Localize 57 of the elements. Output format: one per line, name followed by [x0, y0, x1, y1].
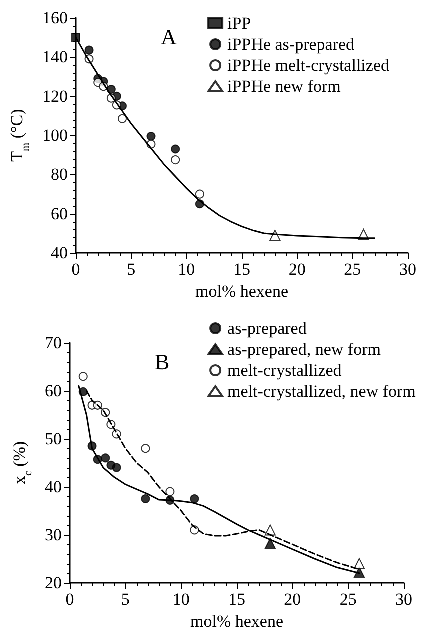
- y-tick-label: 120: [42, 86, 68, 106]
- point: [141, 494, 150, 504]
- y-tick-label: 80: [51, 165, 68, 184]
- legend-label: iPP: [228, 14, 252, 33]
- y-axis-title: xc (%): [10, 441, 34, 485]
- x-tick-label: 30: [396, 590, 412, 609]
- point: [354, 558, 365, 570]
- y-tick-label: 20: [45, 574, 62, 592]
- point: [146, 132, 156, 142]
- x-tick-label: 5: [121, 590, 130, 609]
- x-tick-label: 10: [178, 260, 196, 280]
- legend-label: as-prepared: [228, 319, 308, 338]
- point: [72, 33, 80, 42]
- y-tick-label: 30: [45, 526, 62, 544]
- legend-label: iPPHe as-prepared: [228, 35, 356, 54]
- x-tick-label: 0: [66, 590, 74, 609]
- y-tick-label: 40: [45, 478, 62, 496]
- y-tick-label: 70: [45, 334, 62, 352]
- y-tick-label: 160: [42, 8, 68, 28]
- x-tick-label: 25: [344, 260, 362, 280]
- x-tick-label: 25: [340, 590, 357, 609]
- point: [118, 114, 127, 124]
- y-tick-label: 60: [45, 382, 62, 400]
- legend-label: as-prepared, new form: [228, 340, 381, 359]
- annotation: A: [161, 24, 177, 50]
- x-tick-label: 15: [234, 260, 250, 280]
- point: [101, 454, 110, 463]
- x-tick-label: 20: [284, 590, 302, 609]
- y-tick-label: 140: [42, 48, 68, 67]
- legend-label: iPPHe new form: [228, 77, 341, 96]
- legend-label: iPPHe melt-crystallized: [228, 56, 390, 75]
- point: [171, 156, 180, 165]
- y-axis-title: Tm (°C): [8, 109, 32, 162]
- point: [171, 144, 180, 154]
- point: [190, 494, 200, 504]
- legend-label: melt-crystallized, new form: [228, 382, 416, 401]
- x-tick-label: 20: [288, 260, 306, 280]
- point: [141, 444, 150, 454]
- point: [78, 372, 88, 382]
- x-axis-title: mol% hexene: [190, 612, 284, 631]
- x-tick-label: 10: [172, 590, 190, 609]
- x-axis-title: mol% hexene: [196, 282, 288, 301]
- x-tick-label: 30: [400, 260, 416, 280]
- annotation: B: [155, 350, 170, 374]
- point: [166, 487, 175, 496]
- y-tick-label: 60: [51, 204, 68, 224]
- y-tick-label: 50: [45, 430, 62, 448]
- point: [84, 46, 94, 55]
- x-tick-label: 0: [72, 260, 80, 280]
- point: [264, 538, 276, 550]
- x-tick-label: 5: [127, 260, 136, 280]
- y-tick-label: 40: [51, 244, 68, 263]
- y-tick-label: 100: [42, 126, 68, 146]
- point: [112, 463, 122, 472]
- x-tick-label: 15: [228, 590, 246, 609]
- legend-label: melt-crystallized: [228, 361, 342, 380]
- point: [195, 190, 204, 199]
